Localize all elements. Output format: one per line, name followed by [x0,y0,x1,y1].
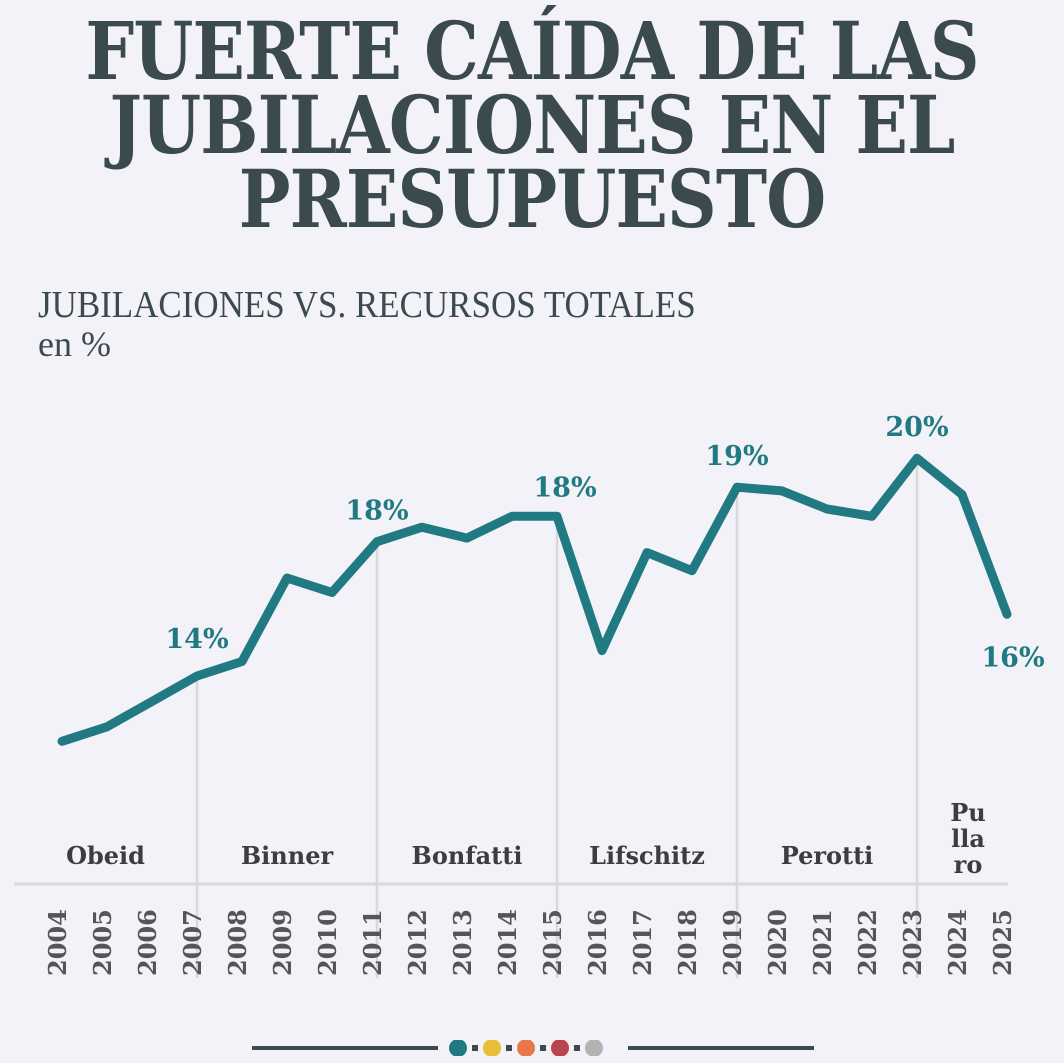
data-label: 19% [705,441,768,472]
series-layer [57,453,1012,746]
x-tick-label: 2017 [628,909,657,976]
footer-dot-separator [574,1045,580,1051]
chart-subtitle: JUBILACIONES VS. RECURSOS TOTALES [38,284,696,326]
data-label: 14% [165,624,228,655]
footer-line-right [628,1046,814,1050]
footer-dot-separator [472,1045,478,1051]
footer-dot [483,1040,501,1056]
x-tick-label: 2024 [943,909,972,976]
x-tick-label: 2010 [313,909,342,976]
x-tick-label: 2021 [808,909,837,976]
x-tick-label: 2016 [583,909,612,976]
x-tick-label: 2005 [88,909,117,976]
x-tick-label: 2025 [988,909,1017,976]
x-tick-labels: 2004 2005 2006 2007 2008 2009 2010 2011 2012 2013… [43,909,1017,976]
x-tick-label: 2011 [358,909,387,976]
period-dividers [195,458,919,978]
x-tick-label: 2018 [673,909,702,976]
title-line-2: JUBILACIONES EN EL [109,78,955,172]
footer-dot-separator [506,1045,512,1051]
decorative-footer [252,1040,814,1056]
footer-dot [517,1040,535,1056]
period-labels: Obeid Binner Bonfatti Lifschitz Perotti Pulla… [66,798,986,879]
data-labels: 14% 18% 18% 19% 20% 16% [165,412,1044,673]
period-label-line: lla [951,824,985,853]
x-tick-label: 2022 [853,909,882,976]
footer-dot [551,1040,569,1056]
chart-title: FUERTE CAÍDA DE LAS JUBILACIONES EN EL P… [74,4,989,246]
chart-unit: en % [38,324,111,364]
x-tick-label: 2008 [223,909,252,976]
footer-dot-separator [540,1045,546,1051]
x-tick-label: 2019 [718,909,747,976]
title-line-3: PRESUPUESTO [238,152,826,246]
series-line [57,453,1012,746]
period-label: Obeid [66,841,145,870]
x-tick-label: 2007 [178,909,207,976]
x-tick-label: 2023 [898,909,927,976]
period-label: Bonfatti [412,841,523,870]
period-label-line: ro [954,850,983,879]
period-label-line: Pu [950,798,986,827]
data-label: 18% [533,472,596,503]
data-label: 16% [981,642,1044,673]
period-label: Binner [241,841,334,870]
x-tick-label: 2009 [268,909,297,976]
title-line-1: FUERTE CAÍDA DE LAS [85,4,979,98]
data-label: 20% [885,412,948,443]
x-tick-label: 2015 [538,909,567,976]
period-label: Lifschitz [589,841,705,870]
x-tick-label: 2012 [403,909,432,976]
x-tick-label: 2020 [763,909,792,976]
x-tick-label: 2004 [43,909,72,976]
footer-line-left [252,1046,438,1050]
footer-dot [585,1040,603,1056]
x-tick-label: 2013 [448,909,477,976]
period-label: Perotti [781,841,874,870]
x-tick-label: 2006 [133,909,162,976]
footer-dot [449,1040,467,1056]
footer-dots [449,1040,603,1056]
data-label: 18% [345,496,408,527]
x-tick-label: 2014 [493,909,522,976]
